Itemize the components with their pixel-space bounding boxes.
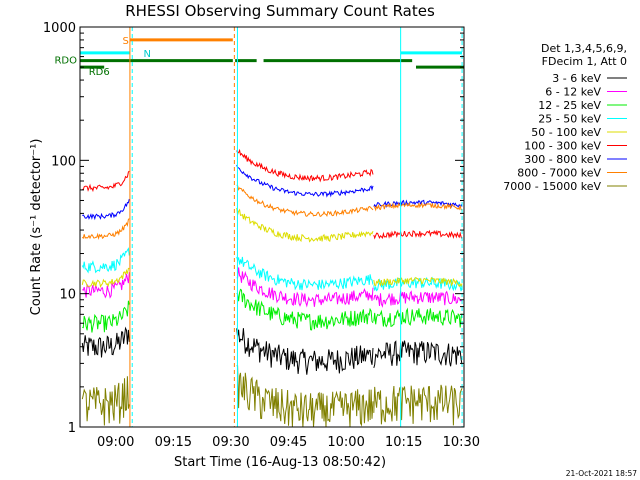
legend-entry-label: 100 - 300 keV [524, 140, 601, 153]
x-axis: 09:00 09:15 09:30 09:45 10:00 10:15 10:30 [97, 435, 480, 450]
x-tick-label: 09:15 [155, 435, 192, 450]
series-line-25-50-kev [81, 247, 130, 274]
instrument-flags-group: S N RDO RD6 [54, 36, 464, 78]
legend-entry-label: 6 - 12 keV [545, 86, 601, 99]
series-line-50-100-kev [236, 207, 374, 243]
series-line-7000-15000-kev [373, 384, 463, 426]
series-line-800-7000-kev [373, 201, 463, 212]
x-tick-label: 10:15 [385, 435, 422, 450]
series-line-6-12-kev [82, 272, 130, 299]
series-line-25-50-kev [236, 256, 374, 291]
y-tick-label: 1 [68, 421, 76, 436]
series-line-3-6-kev [236, 328, 374, 375]
y-axis: 1 10 100 1000 [43, 21, 464, 436]
series-line-100-300-kev [373, 229, 463, 240]
x-tick-label: 09:00 [97, 435, 134, 450]
plot-series-group [81, 148, 463, 428]
series-line-6-12-kev [373, 290, 463, 308]
series-line-6-12-kev [236, 267, 374, 308]
flag-label-rd0: RDO [54, 56, 77, 67]
plot-frame [79, 26, 465, 428]
y-axis-label: Count Rate (s⁻¹ detector⁻¹) [29, 139, 44, 316]
y-tick-label: 10 [59, 288, 76, 303]
legend-header-line: Det 1,3,4,5,6,9, [541, 42, 627, 55]
series-line-800-7000-kev [236, 184, 374, 218]
legend-entry-label: 12 - 25 keV [538, 99, 601, 112]
y-tick-label: 1000 [43, 21, 76, 36]
series-line-12-25-kev [373, 307, 463, 328]
vertical-event-lines [129, 27, 463, 427]
flag-label-n: N [143, 49, 150, 60]
series-line-7000-15000-kev [81, 376, 130, 426]
flag-label-rd6: RD6 [89, 67, 110, 78]
x-tick-label: 09:30 [212, 435, 249, 450]
legend-entry-label: 300 - 800 keV [524, 153, 601, 166]
x-tick-label: 10:30 [443, 435, 480, 450]
legend-entry-label: 25 - 50 keV [538, 113, 601, 126]
series-line-3-6-kev [81, 326, 130, 358]
x-tick-label: 10:00 [327, 435, 364, 450]
x-axis-label: Start Time (16-Aug-13 08:50:42) [174, 455, 386, 470]
x-tick-label: 09:45 [270, 435, 307, 450]
series-line-800-7000-kev [81, 218, 130, 240]
timestamp-label: 21-Oct-2021 18:57 [566, 469, 637, 478]
legend-header-line: FDecim 1, Att 0 [542, 55, 627, 68]
series-line-50-100-kev [373, 276, 463, 288]
chart-title: RHESSI Observing Summary Count Rates [125, 2, 435, 20]
series-line-12-25-kev [236, 288, 374, 331]
series-line-100-300-kev [236, 148, 374, 183]
legend-entry-label: 7000 - 15000 keV [503, 180, 601, 193]
series-line-12-25-kev [82, 300, 130, 333]
legend: Det 1,3,4,5,6,9,FDecim 1, Att 0 3 - 6 keV… [503, 42, 627, 193]
legend-entry-label: 3 - 6 keV [552, 72, 601, 85]
series-line-3-6-kev [373, 340, 463, 369]
flag-label-s: S [123, 36, 129, 47]
series-line-300-800-kev [82, 198, 130, 221]
series-line-7000-15000-kev [236, 365, 374, 428]
legend-entry-label: 800 - 7000 keV [517, 167, 601, 180]
series-line-300-800-kev [236, 164, 374, 198]
series-line-100-300-kev [82, 170, 130, 193]
y-tick-label: 100 [51, 154, 76, 169]
series-line-50-100-kev [81, 267, 130, 289]
legend-entry-label: 50 - 100 keV [531, 126, 601, 139]
